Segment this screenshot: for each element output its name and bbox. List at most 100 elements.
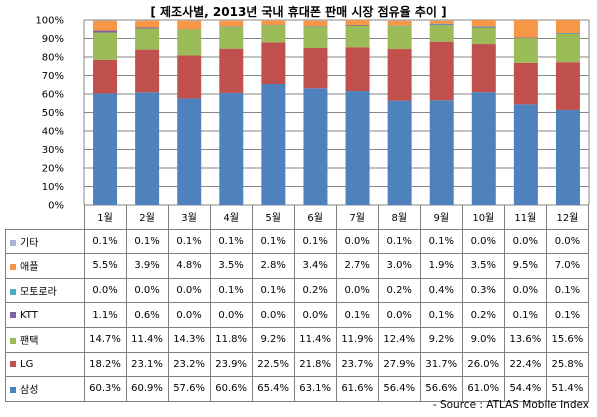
bar-segment (219, 92, 244, 205)
table-row: KTT 1.1% 0.6% 0.0% 0.0% 0.0% 0.0% 0.1% 0.0% 0.1% 0… (5, 302, 590, 328)
data-label: 0.1% (419, 228, 463, 255)
bar-segment (303, 20, 328, 21)
bar-segment (429, 20, 454, 21)
data-label: 0.1% (377, 228, 421, 255)
y-tick-label: 100% (35, 16, 64, 27)
category-label: 7월 (335, 205, 379, 230)
data-table: 1월 2월 3월 4월 5월 6월 7월 8월 9월 10월 11월 12월 기타 0.1% 0.1% 0.1… (5, 205, 590, 402)
data-label: 0.0% (461, 228, 505, 255)
data-label: 3.5% (461, 253, 505, 279)
table-row: LG 18.2% 23.1% 23.2% 23.9% 22.5% 21.8% 23.7% 27.… (5, 351, 590, 378)
series-name: LG (20, 358, 34, 370)
bar-segment (303, 88, 328, 205)
data-label: 0.1% (167, 228, 211, 255)
category-label: 5월 (251, 205, 295, 230)
data-label: 31.7% (419, 351, 463, 378)
data-label: 23.9% (209, 351, 253, 378)
data-label: 0.0% (167, 277, 211, 304)
data-label: 4.8% (167, 253, 211, 279)
y-tick-label: 30% (42, 145, 64, 156)
gridlines (84, 19, 589, 206)
bar-segment (555, 32, 580, 34)
legend-swatch (10, 311, 16, 318)
data-label: 60.3% (83, 376, 127, 402)
data-label: 21.8% (293, 351, 337, 378)
category-label: 6월 (293, 205, 337, 230)
category-label: 10월 (461, 205, 505, 230)
table-row: 삼성 60.3% 60.9% 57.6% 60.6% 65.4% 63.1% 61.6% 56.… (5, 376, 590, 402)
data-label: 0.1% (545, 277, 590, 304)
data-label: 3.4% (293, 253, 337, 279)
data-label: 12.4% (377, 326, 421, 353)
chart-title: [ 제조사별, 2013년 국내 휴대폰 판매 시장 점유율 추이 ] (150, 5, 447, 19)
bar-segment (387, 26, 412, 50)
data-label: 13.6% (503, 326, 547, 353)
y-tick-label: 20% (42, 164, 64, 175)
bar-segment (177, 29, 202, 56)
data-label: 61.6% (335, 376, 379, 402)
bar-segment (93, 20, 118, 21)
bar-segment (261, 25, 286, 43)
data-label: 26.0% (461, 351, 505, 378)
bar-segment (261, 19, 286, 21)
data-label: 23.1% (125, 351, 169, 378)
data-label: 0.2% (377, 277, 421, 304)
data-label: 0.0% (293, 302, 337, 328)
data-label: 51.4% (545, 376, 590, 402)
bar-segment (429, 23, 454, 25)
data-label: 0.1% (545, 302, 590, 328)
data-label: 0.2% (461, 302, 505, 328)
bar-segment (93, 30, 118, 33)
bar-segment (345, 91, 370, 205)
data-label: 18.2% (83, 351, 127, 378)
bar-segment (513, 104, 538, 205)
data-label: 54.4% (503, 376, 547, 402)
legend-entry: 애플 (5, 253, 85, 279)
bar-segment (177, 20, 202, 21)
bar-segment (555, 109, 580, 205)
data-label: 0.1% (125, 228, 169, 255)
bar-segment (219, 48, 244, 93)
bar-segment (471, 27, 496, 45)
data-label: 25.8% (545, 351, 590, 378)
legend-entry: LG (5, 351, 85, 378)
bar-segment (555, 33, 580, 63)
series-name: 기타 (20, 237, 39, 249)
data-label: 0.1% (419, 302, 463, 328)
bar-segment (177, 55, 202, 99)
data-label: 0.1% (209, 277, 253, 304)
data-label: 11.9% (335, 326, 379, 353)
bar-segment (345, 25, 370, 48)
bar-segment (303, 20, 328, 27)
data-label: 0.4% (419, 277, 463, 304)
bar-segment (135, 92, 160, 205)
data-label: 60.6% (209, 376, 253, 402)
bar-segment (387, 20, 412, 26)
data-label: 7.0% (545, 253, 590, 279)
bar-segment (429, 41, 454, 101)
data-label: 63.1% (293, 376, 337, 402)
bar-segment (261, 42, 286, 85)
bar-segment (93, 59, 118, 94)
data-label: 0.0% (503, 228, 547, 255)
bar-segment (93, 32, 118, 60)
data-label: 0.1% (293, 228, 337, 255)
table-corner (6, 205, 85, 229)
data-label: 0.0% (377, 302, 421, 328)
bar-segment (387, 100, 412, 205)
y-tick-label: 80% (42, 53, 64, 64)
data-label: 0.6% (125, 302, 169, 328)
category-label: 12월 (545, 205, 590, 230)
data-label: 0.1% (251, 228, 295, 255)
bar-segment (555, 62, 580, 110)
data-label: 0.1% (251, 277, 295, 304)
axis-lines (83, 20, 590, 205)
data-label: 1.9% (419, 253, 463, 279)
bar-segment (513, 20, 538, 38)
y-tick-label: 50% (42, 108, 64, 119)
table-row: 팬택 14.7% 11.4% 14.3% 11.8% 9.2% 11.4% 11.9% 12.4… (5, 326, 590, 353)
data-label: 1.1% (83, 302, 127, 328)
data-label: 0.0% (335, 277, 379, 304)
bar-segment (429, 100, 454, 205)
legend-entry: 삼성 (5, 376, 85, 402)
